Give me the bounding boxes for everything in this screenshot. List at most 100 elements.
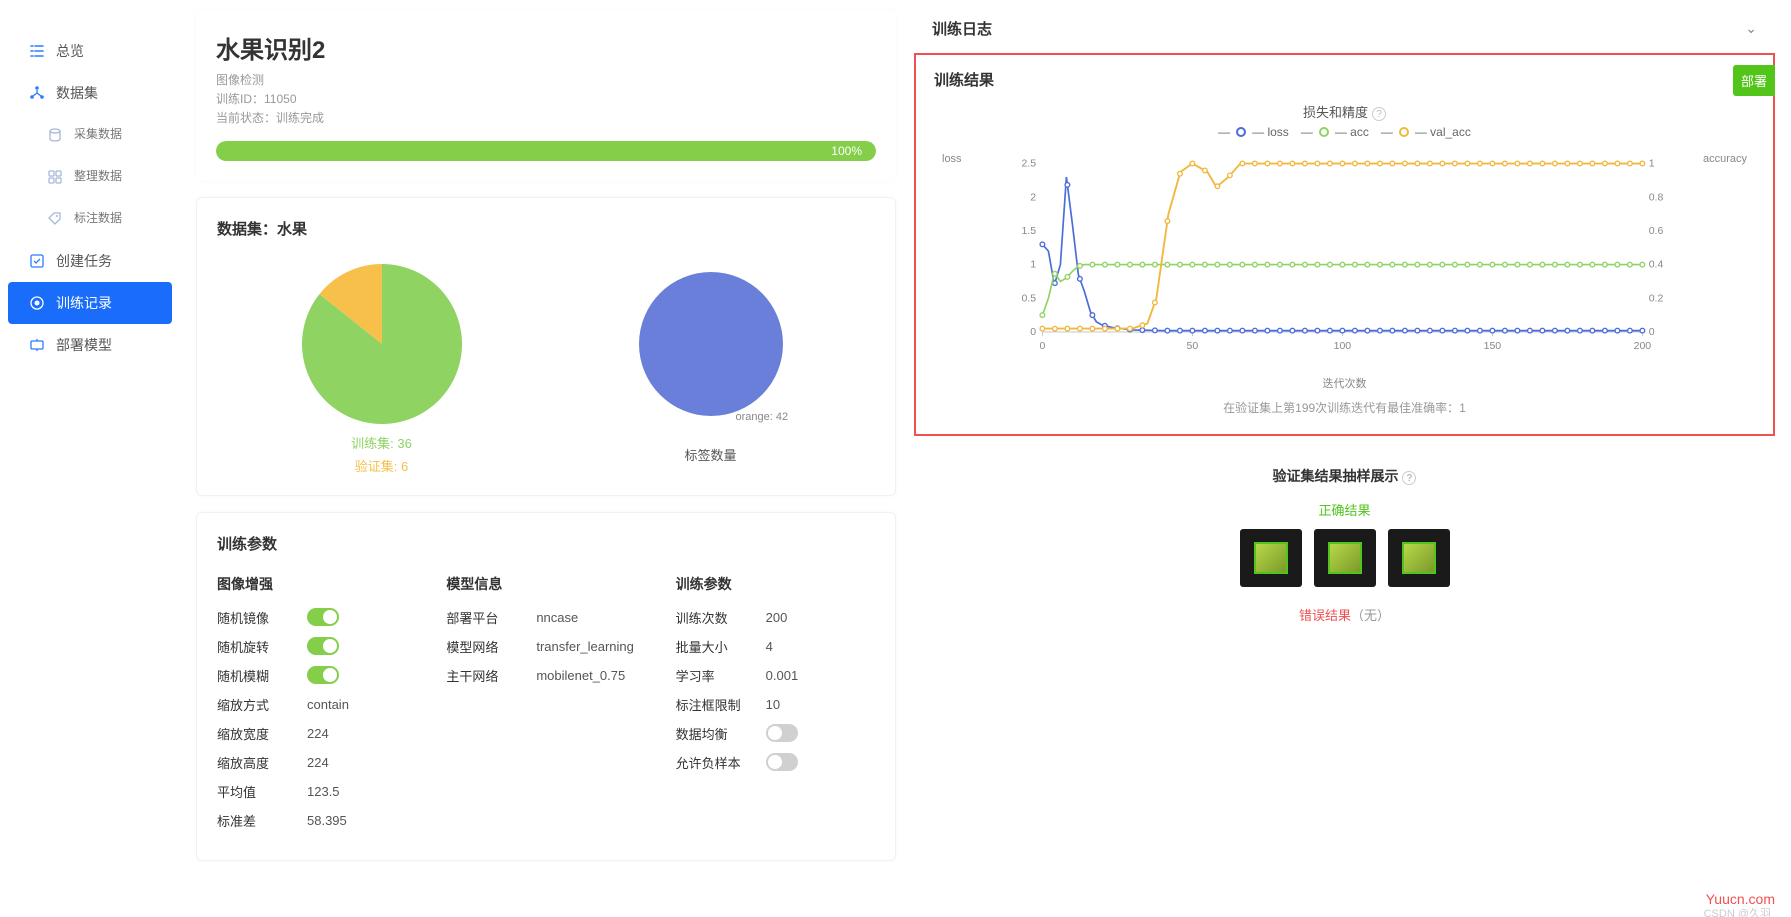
param-row: 批量大小4 [676, 637, 875, 656]
deploy-icon [28, 336, 46, 354]
param-value: mobilenet_0.75 [536, 668, 625, 683]
sidebar-label: 标注数据 [74, 209, 122, 228]
sidebar-item[interactable]: 训练记录 [8, 282, 172, 324]
sidebar-item[interactable]: 整理数据 [0, 156, 180, 198]
param-label: 随机模糊 [217, 666, 307, 685]
svg-text:0: 0 [1030, 326, 1036, 338]
param-row: 标准差58.395 [217, 811, 416, 830]
param-row: 模型网络transfer_learning [446, 637, 645, 656]
param-row: 随机旋转 [217, 637, 416, 656]
param-row: 随机模糊 [217, 666, 416, 685]
result-thumb[interactable] [1314, 529, 1376, 587]
param-value: 10 [766, 697, 780, 712]
progress-label: 100% [831, 141, 862, 161]
param-label: 随机旋转 [217, 637, 307, 656]
validation-section: 验证集结果抽样展示 ? 正确结果 错误结果（无） [914, 466, 1775, 624]
sidebar-label: 部署模型 [56, 335, 112, 355]
label-count-pie: orange: 42 标签数量 [626, 259, 796, 475]
toggle[interactable] [766, 753, 798, 771]
sidebar-item[interactable]: 总览 [0, 30, 180, 72]
param-column: 模型信息部署平台nncase模型网络transfer_learning主干网络m… [446, 574, 645, 840]
param-label: 标注框限制 [676, 695, 766, 714]
param-value: transfer_learning [536, 639, 634, 654]
db-icon [46, 126, 64, 144]
svg-text:50: 50 [1187, 340, 1199, 352]
result-thumb[interactable] [1240, 529, 1302, 587]
param-column: 训练参数训练次数200批量大小4学习率0.001标注框限制10数据均衡允许负样本 [676, 574, 875, 840]
chevron-down-icon[interactable]: ⌄ [1745, 20, 1757, 37]
dataset-title: 数据集：水果 [217, 218, 875, 239]
pie2-tooltip: orange: 42 [626, 411, 796, 423]
svg-text:2.5: 2.5 [1021, 158, 1036, 170]
dataset-card: 数据集：水果 训练集: 36 验证集: 6 orange: 42 标签数量 [196, 197, 896, 496]
sidebar-label: 总览 [56, 41, 84, 61]
correct-thumbs [914, 529, 1775, 587]
param-row: 数据均衡 [676, 724, 875, 743]
legend-item: —— val_acc [1381, 125, 1471, 139]
help-icon[interactable]: ? [1372, 107, 1386, 121]
sidebar-item[interactable]: 部署模型 [0, 324, 180, 366]
param-row: 允许负样本 [676, 753, 875, 772]
toggle[interactable] [307, 666, 339, 684]
param-label: 平均值 [217, 782, 307, 801]
correct-label: 正确结果 [914, 500, 1775, 519]
sidebar-item[interactable]: 采集数据 [0, 114, 180, 156]
log-header[interactable]: 训练日志 ⌄ [914, 10, 1775, 47]
toggle[interactable] [766, 724, 798, 742]
param-column: 图像增强随机镜像随机旋转随机模糊缩放方式contain缩放宽度224缩放高度22… [217, 574, 416, 840]
sidebar-label: 创建任务 [56, 251, 112, 271]
param-label: 批量大小 [676, 637, 766, 656]
sidebar-label: 采集数据 [74, 125, 122, 144]
wrong-label: 错误结果（无） [914, 605, 1775, 624]
param-value: 123.5 [307, 784, 340, 799]
result-thumb[interactable] [1388, 529, 1450, 587]
sidebar-label: 整理数据 [74, 167, 122, 186]
params-card: 训练参数 图像增强随机镜像随机旋转随机模糊缩放方式contain缩放宽度224缩… [196, 512, 896, 861]
sidebar-label: 数据集 [56, 83, 98, 103]
toggle[interactable] [307, 608, 339, 626]
pie2-caption: 标签数量 [626, 445, 796, 464]
param-label: 缩放高度 [217, 753, 307, 772]
deploy-button[interactable]: 部署 [1733, 65, 1775, 96]
param-row: 训练次数200 [676, 608, 875, 627]
page-title: 水果识别2 [216, 30, 876, 65]
svg-text:150: 150 [1484, 340, 1502, 352]
legend-item: —— loss [1218, 125, 1289, 139]
svg-text:0: 0 [1649, 326, 1655, 338]
param-row: 主干网络mobilenet_0.75 [446, 666, 645, 685]
param-col-title: 图像增强 [217, 574, 416, 594]
param-row: 缩放高度224 [217, 753, 416, 772]
param-row: 缩放宽度224 [217, 724, 416, 743]
sidebar-item[interactable]: 数据集 [0, 72, 180, 114]
svg-text:0.6: 0.6 [1649, 225, 1664, 237]
watermark-csdn: CSDN @久羽 [1704, 905, 1771, 917]
toggle[interactable] [307, 637, 339, 655]
sidebar-label: 训练记录 [56, 293, 112, 313]
sidebar-item[interactable]: 创建任务 [0, 240, 180, 282]
help-icon[interactable]: ? [1402, 471, 1416, 485]
param-row: 平均值123.5 [217, 782, 416, 801]
param-row: 缩放方式contain [217, 695, 416, 714]
header-card: 水果识别2 图像检测 训练ID：11050 当前状态：训练完成 100% [196, 10, 896, 181]
validation-title: 验证集结果抽样展示 ? [914, 466, 1775, 486]
param-label: 数据均衡 [676, 724, 766, 743]
result-title: 训练结果 [934, 69, 994, 90]
param-value: nncase [536, 610, 578, 625]
param-label: 部署平台 [446, 608, 536, 627]
param-label: 训练次数 [676, 608, 766, 627]
param-label: 模型网络 [446, 637, 536, 656]
svg-text:0: 0 [1039, 340, 1045, 352]
svg-text:0.4: 0.4 [1649, 259, 1664, 271]
param-value: 224 [307, 755, 329, 770]
sidebar-item[interactable]: 标注数据 [0, 198, 180, 240]
svg-text:1: 1 [1030, 259, 1036, 271]
param-value: 58.395 [307, 813, 347, 828]
param-label: 缩放宽度 [217, 724, 307, 743]
svg-text:0.8: 0.8 [1649, 191, 1664, 203]
result-box: 训练结果 部署 损失和精度? —— loss—— acc—— val_acc l… [914, 53, 1775, 436]
list-icon [28, 42, 46, 60]
svg-text:1: 1 [1649, 158, 1655, 170]
param-col-title: 训练参数 [676, 574, 875, 594]
param-value: 0.001 [766, 668, 799, 683]
params-title: 训练参数 [217, 533, 875, 554]
